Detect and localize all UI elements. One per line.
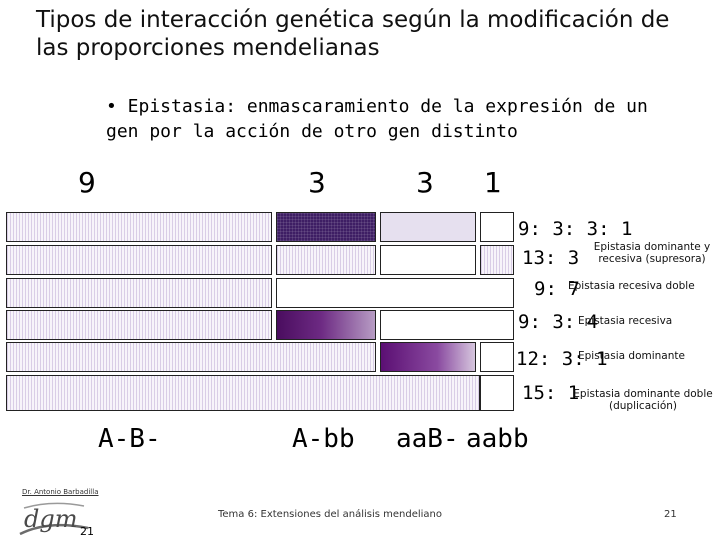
genotype-a-b: A-B- [98,424,161,454]
page-title: Tipos de interacción genética según la m… [36,7,670,61]
cell-r1-aab [380,212,476,242]
page-number-right: 21 [664,509,677,520]
cell-r1-abb [276,212,376,242]
desc-supresora: Epistasia dominante y recesiva (supresor… [593,241,711,265]
logo-text: dgm [24,505,77,533]
ratio-label-133: 13: 3 [522,247,580,269]
top-ratio-1: 1 [484,166,502,199]
cell-r2-aabb [480,245,514,275]
top-ratio-9: 9 [78,166,96,199]
ratio-label-97: 9: 7 [534,278,580,300]
cell-r3-rest [276,278,514,308]
cell-r3-ab [6,278,272,308]
desc-recesiva-doble: Epistasia recesiva doble [568,280,695,292]
desc-dominante-doble: Epistasia dominante doble (duplicación) [573,388,713,412]
ratio-label-9331: 9: 3: 3: 1 [518,218,633,240]
epistasis-definition: • Epistasia: enmascaramiento de la expre… [106,96,648,142]
cell-r4-rest [380,310,514,340]
top-ratio-3b: 3 [416,166,434,199]
cell-r6-aabb [480,375,514,411]
dgm-logo-icon: dgm [18,498,92,540]
desc-dominante: Epistasia dominante [578,350,685,362]
cell-r2-abb [276,245,376,275]
cell-r5-aab [380,342,476,372]
cell-r5-aabb [480,342,514,372]
desc-recesiva: Epistasia recesiva [578,315,673,327]
cell-r6-dom [6,375,480,411]
cell-r2-aab [380,245,476,275]
cell-r4-ab [6,310,272,340]
footer-text: Tema 6: Extensiones del análisis mendeli… [218,509,443,520]
ratio-label-934: 9: 3: 4 [518,311,599,333]
cell-r1-ab [6,212,272,242]
cell-r1-aabb [480,212,514,242]
genotype-aabb: aabb [466,424,529,454]
author-link[interactable]: Dr. Antonio Barbadilla [22,488,99,496]
cell-r2-ab [6,245,272,275]
ratio-label-1231: 12: 3: 1 [516,348,608,370]
cell-r5-dom [6,342,376,372]
cell-r4-abb [276,310,376,340]
ratio-label-151: 15: 1 [522,382,580,404]
genotype-a-bb: A-bb [292,424,355,454]
genotype-aab: aaB- [396,424,459,454]
top-ratio-3a: 3 [308,166,326,199]
page-number-left: 21 [80,525,94,538]
